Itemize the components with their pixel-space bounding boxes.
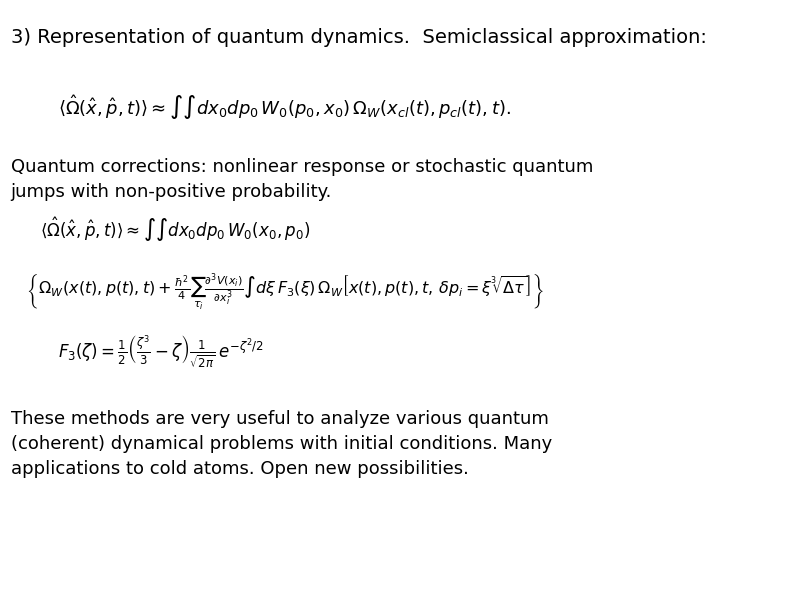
Text: $\langle \hat{\Omega}(\hat{x}, \hat{p}, t) \rangle \approx \int \int dx_0 dp_0\,: $\langle \hat{\Omega}(\hat{x}, \hat{p}, … <box>58 93 511 122</box>
Text: $\left\{ \Omega_W(x(t), p(t), t) + \frac{\hbar^2}{4} \sum_{\tau_i} \frac{\partia: $\left\{ \Omega_W(x(t), p(t), t) + \frac… <box>26 271 544 312</box>
Text: $F_3(\zeta) = \frac{1}{2}\left(\frac{\zeta^3}{3} - \zeta\right)\frac{1}{\sqrt{2\: $F_3(\zeta) = \frac{1}{2}\left(\frac{\ze… <box>58 333 264 370</box>
Text: $\langle \hat{\Omega}(\hat{x}, \hat{p}, t) \rangle \approx \int \int dx_0 dp_0\,: $\langle \hat{\Omega}(\hat{x}, \hat{p}, … <box>40 216 310 245</box>
Text: 3) Representation of quantum dynamics.  Semiclassical approximation:: 3) Representation of quantum dynamics. S… <box>10 28 707 47</box>
Text: These methods are very useful to analyze various quantum
(coherent) dynamical pr: These methods are very useful to analyze… <box>10 410 552 478</box>
Text: Quantum corrections: nonlinear response or stochastic quantum
jumps with non-pos: Quantum corrections: nonlinear response … <box>10 158 593 201</box>
